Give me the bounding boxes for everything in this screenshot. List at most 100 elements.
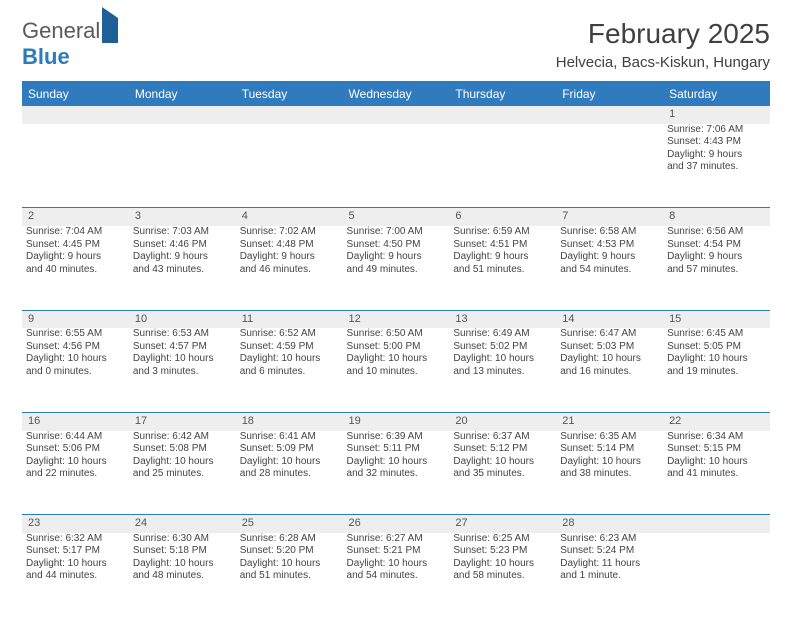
day-content-row: Sunrise: 6:44 AMSunset: 5:06 PMDaylight:… (22, 431, 770, 515)
day-cell: Sunrise: 6:56 AMSunset: 4:54 PMDaylight:… (663, 226, 770, 310)
weekday-header: Saturday (663, 83, 770, 106)
sunrise-text: Sunrise: 6:44 AM (26, 431, 125, 444)
day-cell (556, 124, 663, 208)
daylight-text-1: Daylight: 9 hours (453, 251, 552, 264)
sunset-text: Sunset: 5:09 PM (240, 443, 339, 456)
day-number: 15 (663, 310, 770, 328)
sunrise-text: Sunrise: 6:34 AM (667, 431, 766, 444)
day-number: 5 (343, 208, 450, 226)
day-cell: Sunrise: 6:44 AMSunset: 5:06 PMDaylight:… (22, 431, 129, 515)
title-block: February 2025 Helvecia, Bacs-Kiskun, Hun… (556, 18, 770, 71)
sunset-text: Sunset: 4:56 PM (26, 341, 125, 354)
daylight-text-2: and 10 minutes. (347, 366, 446, 379)
day-cell (22, 124, 129, 208)
day-number-row: 9101112131415 (22, 310, 770, 328)
sunset-text: Sunset: 5:18 PM (133, 545, 232, 558)
daylight-text-1: Daylight: 9 hours (133, 251, 232, 264)
day-cell: Sunrise: 6:53 AMSunset: 4:57 PMDaylight:… (129, 328, 236, 412)
sunset-text: Sunset: 4:48 PM (240, 239, 339, 252)
day-number: 7 (556, 208, 663, 226)
daylight-text-2: and 3 minutes. (133, 366, 232, 379)
weekday-header: Wednesday (343, 83, 450, 106)
daylight-text-2: and 1 minute. (560, 570, 659, 583)
daylight-text-1: Daylight: 10 hours (26, 456, 125, 469)
daylight-text-1: Daylight: 10 hours (133, 558, 232, 571)
day-cell: Sunrise: 6:49 AMSunset: 5:02 PMDaylight:… (449, 328, 556, 412)
daylight-text-1: Daylight: 9 hours (26, 251, 125, 264)
sunrise-text: Sunrise: 6:52 AM (240, 328, 339, 341)
sunset-text: Sunset: 5:12 PM (453, 443, 552, 456)
daylight-text-1: Daylight: 10 hours (453, 456, 552, 469)
day-number: 2 (22, 208, 129, 226)
day-cell: Sunrise: 6:28 AMSunset: 5:20 PMDaylight:… (236, 533, 343, 617)
day-number: 23 (22, 515, 129, 533)
daylight-text-1: Daylight: 9 hours (667, 251, 766, 264)
sunrise-text: Sunrise: 6:25 AM (453, 533, 552, 546)
day-cell: Sunrise: 7:04 AMSunset: 4:45 PMDaylight:… (22, 226, 129, 310)
sunset-text: Sunset: 5:15 PM (667, 443, 766, 456)
sunrise-text: Sunrise: 6:55 AM (26, 328, 125, 341)
sunrise-text: Sunrise: 6:47 AM (560, 328, 659, 341)
day-number (129, 106, 236, 124)
sunset-text: Sunset: 5:00 PM (347, 341, 446, 354)
day-number-row: 232425262728 (22, 515, 770, 533)
day-cell (343, 124, 450, 208)
daylight-text-2: and 54 minutes. (347, 570, 446, 583)
logo-text-2: Blue (22, 44, 70, 69)
sunrise-text: Sunrise: 6:59 AM (453, 226, 552, 239)
daylight-text-2: and 13 minutes. (453, 366, 552, 379)
day-number: 11 (236, 310, 343, 328)
day-number: 1 (663, 106, 770, 124)
sunset-text: Sunset: 4:51 PM (453, 239, 552, 252)
daylight-text-2: and 38 minutes. (560, 468, 659, 481)
daylight-text-1: Daylight: 10 hours (133, 353, 232, 366)
sunrise-text: Sunrise: 6:42 AM (133, 431, 232, 444)
daylight-text-2: and 58 minutes. (453, 570, 552, 583)
day-cell: Sunrise: 6:37 AMSunset: 5:12 PMDaylight:… (449, 431, 556, 515)
sunrise-text: Sunrise: 6:53 AM (133, 328, 232, 341)
day-number: 28 (556, 515, 663, 533)
daylight-text-2: and 25 minutes. (133, 468, 232, 481)
sunrise-text: Sunrise: 6:49 AM (453, 328, 552, 341)
sunset-text: Sunset: 4:53 PM (560, 239, 659, 252)
day-cell: Sunrise: 6:59 AMSunset: 4:51 PMDaylight:… (449, 226, 556, 310)
day-cell (236, 124, 343, 208)
day-number: 16 (22, 412, 129, 430)
sunset-text: Sunset: 5:17 PM (26, 545, 125, 558)
sunrise-text: Sunrise: 7:00 AM (347, 226, 446, 239)
daylight-text-2: and 48 minutes. (133, 570, 232, 583)
weekday-header: Monday (129, 83, 236, 106)
day-number: 13 (449, 310, 556, 328)
day-number (449, 106, 556, 124)
day-cell: Sunrise: 6:50 AMSunset: 5:00 PMDaylight:… (343, 328, 450, 412)
sunset-text: Sunset: 5:02 PM (453, 341, 552, 354)
daylight-text-1: Daylight: 10 hours (560, 456, 659, 469)
day-number: 24 (129, 515, 236, 533)
sunrise-text: Sunrise: 6:23 AM (560, 533, 659, 546)
daylight-text-2: and 16 minutes. (560, 366, 659, 379)
daylight-text-1: Daylight: 10 hours (667, 456, 766, 469)
day-number: 19 (343, 412, 450, 430)
day-number-row: 2345678 (22, 208, 770, 226)
daylight-text-1: Daylight: 10 hours (453, 558, 552, 571)
daylight-text-2: and 57 minutes. (667, 264, 766, 277)
daylight-text-2: and 54 minutes. (560, 264, 659, 277)
day-cell: Sunrise: 7:03 AMSunset: 4:46 PMDaylight:… (129, 226, 236, 310)
daylight-text-2: and 43 minutes. (133, 264, 232, 277)
sunset-text: Sunset: 5:11 PM (347, 443, 446, 456)
sunrise-text: Sunrise: 6:50 AM (347, 328, 446, 341)
daylight-text-2: and 46 minutes. (240, 264, 339, 277)
day-cell: Sunrise: 6:42 AMSunset: 5:08 PMDaylight:… (129, 431, 236, 515)
daylight-text-2: and 37 minutes. (667, 161, 766, 174)
sunset-text: Sunset: 5:08 PM (133, 443, 232, 456)
sunrise-text: Sunrise: 6:39 AM (347, 431, 446, 444)
day-content-row: Sunrise: 6:55 AMSunset: 4:56 PM Daylight:… (22, 328, 770, 412)
day-cell: Sunrise: 6:27 AMSunset: 5:21 PMDaylight:… (343, 533, 450, 617)
sunset-text: Sunset: 4:57 PM (133, 341, 232, 354)
day-number: 21 (556, 412, 663, 430)
daylight-text-2: and 51 minutes. (453, 264, 552, 277)
sunset-text: Sunset: 5:06 PM (26, 443, 125, 456)
daylight-text-1: Daylight: 10 hours (347, 558, 446, 571)
day-number: 10 (129, 310, 236, 328)
daylight-text-1: Daylight: 9 hours (667, 149, 766, 162)
